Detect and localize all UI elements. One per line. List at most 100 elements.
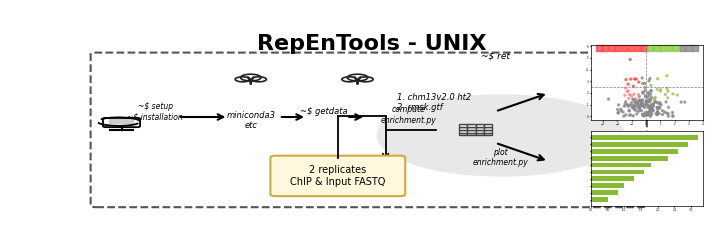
Point bbox=[645, 89, 657, 93]
Point bbox=[638, 114, 650, 118]
Bar bbox=[591, 183, 624, 188]
Point bbox=[620, 113, 631, 117]
Point bbox=[631, 102, 643, 106]
Bar bbox=[686, 45, 692, 51]
Point bbox=[634, 98, 646, 102]
Text: RepEnTools - UNIX: RepEnTools - UNIX bbox=[257, 34, 486, 54]
FancyBboxPatch shape bbox=[459, 130, 467, 133]
Bar bbox=[591, 149, 678, 154]
Point bbox=[641, 100, 652, 104]
Point bbox=[625, 103, 637, 107]
Point bbox=[618, 104, 630, 108]
Point bbox=[640, 100, 652, 104]
Point bbox=[652, 110, 663, 114]
Point bbox=[657, 113, 668, 116]
Point bbox=[629, 107, 640, 111]
Text: miniconda3
etc: miniconda3 etc bbox=[226, 111, 276, 130]
Point bbox=[632, 101, 644, 104]
Point bbox=[653, 106, 665, 110]
Point bbox=[660, 100, 672, 104]
Bar bbox=[628, 45, 634, 51]
Point bbox=[653, 112, 665, 116]
Point bbox=[629, 77, 640, 81]
Point bbox=[627, 114, 639, 118]
Point bbox=[637, 90, 648, 94]
Bar bbox=[654, 45, 660, 51]
Point bbox=[660, 92, 671, 96]
Point bbox=[641, 99, 652, 103]
Point bbox=[646, 106, 658, 110]
Point bbox=[633, 103, 645, 107]
Point bbox=[622, 82, 634, 86]
Point bbox=[655, 89, 666, 93]
Point bbox=[645, 88, 657, 92]
Point bbox=[632, 106, 644, 110]
Point bbox=[634, 105, 646, 109]
Point bbox=[631, 99, 642, 103]
Bar bbox=[647, 45, 653, 51]
Bar bbox=[679, 45, 685, 51]
Bar bbox=[591, 142, 688, 147]
Point bbox=[651, 110, 663, 114]
FancyBboxPatch shape bbox=[484, 124, 492, 127]
Point bbox=[646, 112, 658, 116]
Circle shape bbox=[347, 74, 368, 81]
Point bbox=[667, 111, 679, 114]
Point bbox=[617, 110, 629, 114]
Point bbox=[645, 99, 656, 103]
FancyBboxPatch shape bbox=[476, 130, 484, 133]
Point bbox=[613, 111, 624, 114]
Point bbox=[620, 86, 631, 90]
Point bbox=[626, 105, 638, 109]
Point bbox=[637, 76, 648, 80]
Text: 1. chm13v2.0 ht2
2. rmsk.gtf: 1. chm13v2.0 ht2 2. rmsk.gtf bbox=[397, 92, 471, 112]
Point bbox=[637, 98, 648, 102]
Point bbox=[662, 96, 674, 100]
Point bbox=[648, 47, 660, 51]
Point bbox=[645, 110, 656, 114]
Point bbox=[639, 106, 650, 109]
FancyBboxPatch shape bbox=[476, 133, 484, 136]
Point bbox=[661, 74, 673, 78]
Bar bbox=[591, 197, 608, 202]
Point bbox=[639, 103, 651, 106]
Point bbox=[647, 109, 658, 113]
Point bbox=[645, 92, 656, 96]
Point bbox=[631, 102, 643, 105]
Point bbox=[652, 106, 663, 110]
Point bbox=[636, 104, 647, 108]
Text: ~$ setup
~$ installation: ~$ setup ~$ installation bbox=[128, 102, 183, 121]
Point bbox=[647, 103, 658, 106]
Bar bbox=[660, 45, 666, 51]
Point bbox=[645, 107, 657, 110]
Circle shape bbox=[235, 77, 250, 82]
Point bbox=[640, 114, 652, 117]
FancyBboxPatch shape bbox=[103, 118, 140, 127]
Circle shape bbox=[342, 77, 357, 82]
Point bbox=[633, 93, 645, 97]
Point bbox=[637, 82, 649, 86]
FancyBboxPatch shape bbox=[476, 124, 484, 127]
Point bbox=[616, 109, 627, 113]
Point bbox=[629, 100, 641, 104]
Point bbox=[643, 105, 655, 109]
Bar bbox=[609, 45, 615, 51]
Point bbox=[634, 105, 645, 109]
Text: ~$ ret: ~$ ret bbox=[481, 52, 510, 61]
Circle shape bbox=[377, 95, 624, 176]
Circle shape bbox=[241, 74, 261, 81]
Point bbox=[641, 102, 652, 106]
Point bbox=[645, 83, 657, 87]
Point bbox=[652, 87, 663, 91]
Point bbox=[650, 100, 661, 104]
Point bbox=[634, 98, 645, 102]
Point bbox=[637, 101, 649, 105]
Point bbox=[634, 99, 645, 103]
Point bbox=[652, 106, 664, 110]
Circle shape bbox=[252, 77, 266, 82]
Point bbox=[654, 106, 666, 110]
Point bbox=[645, 98, 657, 101]
FancyBboxPatch shape bbox=[343, 77, 373, 81]
Point bbox=[663, 112, 674, 116]
Point bbox=[645, 107, 657, 110]
